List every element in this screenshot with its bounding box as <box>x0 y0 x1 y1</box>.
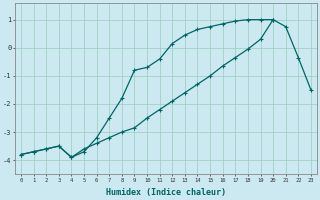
X-axis label: Humidex (Indice chaleur): Humidex (Indice chaleur) <box>106 188 226 197</box>
